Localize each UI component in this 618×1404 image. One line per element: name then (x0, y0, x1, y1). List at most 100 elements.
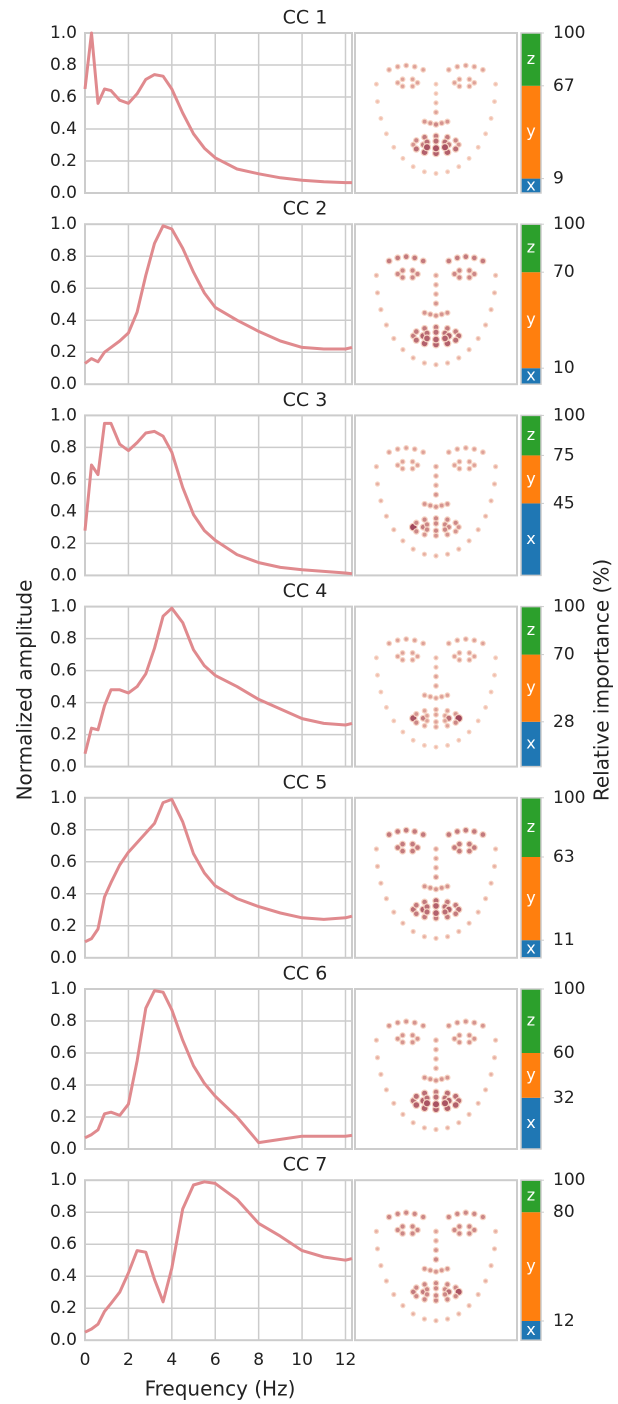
landmark (483, 1278, 489, 1284)
landmark (433, 1065, 439, 1072)
landmark (400, 347, 406, 353)
landmark (456, 650, 463, 656)
landmark (483, 513, 489, 519)
landmark (444, 118, 451, 125)
importance-frame (520, 32, 542, 194)
landmark (399, 83, 406, 90)
landmark (452, 336, 460, 344)
landmark (421, 500, 428, 508)
x-tick-label: 8 (253, 1350, 264, 1370)
y-tick-label: 0.0 (50, 948, 77, 968)
y-tick-label: 0.6 (50, 278, 77, 298)
landmark (432, 909, 441, 918)
segment-label: y (526, 1256, 535, 1275)
landmark (433, 109, 439, 116)
importance-tick-label: 70 (553, 262, 575, 282)
landmark (445, 360, 451, 366)
chart-title: CC 2 (283, 198, 328, 220)
landmark (378, 1071, 384, 1078)
landmark (400, 920, 406, 926)
landmark (452, 145, 460, 153)
landmark (394, 254, 402, 262)
landmark (493, 272, 499, 278)
landmark (412, 519, 420, 527)
landmark (421, 707, 428, 714)
landmark (444, 531, 451, 538)
landmark (445, 1022, 452, 1029)
landmark (444, 1074, 451, 1081)
y-tick-label: 0.6 (50, 469, 77, 489)
landmark (432, 1256, 440, 1263)
landmark (378, 307, 384, 313)
y-tick-label: 0.6 (50, 661, 77, 681)
plot-frame (84, 414, 353, 577)
face-frame (354, 988, 518, 1150)
landmark (456, 1032, 463, 1039)
landmark (402, 1209, 410, 1217)
landmark (438, 1075, 445, 1083)
landmark (433, 846, 439, 852)
landmark (456, 737, 462, 743)
landmark (427, 311, 434, 318)
y-tick-label: 0.0 (50, 757, 77, 777)
landmark (445, 640, 452, 647)
landmark (456, 1120, 462, 1126)
landmark (445, 1213, 453, 1221)
importance-segment (521, 797, 541, 857)
landmark (409, 1230, 416, 1237)
importance-tick-label: 45 (553, 493, 575, 513)
landmark (409, 847, 417, 855)
landmark (402, 253, 410, 261)
face-frame (354, 796, 518, 959)
importance-segment (521, 224, 541, 273)
landmark (438, 502, 445, 509)
landmark (412, 1292, 420, 1300)
landmark (414, 1035, 421, 1042)
landmark (391, 527, 397, 533)
landmark (432, 1292, 440, 1299)
landmark (471, 446, 478, 453)
landmark (483, 705, 489, 710)
landmark (488, 115, 494, 121)
landmark (422, 1098, 432, 1108)
landmark (433, 664, 439, 670)
landmark (402, 826, 410, 834)
landmark (452, 719, 460, 726)
landmark (479, 831, 487, 839)
landmark (400, 1111, 406, 1118)
landmark (433, 935, 439, 941)
plot-frame (84, 988, 353, 1150)
landmark (475, 144, 481, 150)
landmark (445, 449, 452, 456)
segment-label: y (526, 469, 535, 488)
landmark (399, 267, 406, 274)
landmark (409, 274, 416, 281)
landmark (466, 458, 473, 465)
landmark (412, 145, 420, 153)
importance-segment (521, 857, 541, 941)
landmark (423, 908, 431, 916)
importance-segment (521, 1321, 541, 1341)
y-tick-label: 0.0 (50, 565, 77, 585)
segment-label: z (527, 425, 535, 444)
segment-label: x (526, 175, 535, 194)
landmark (466, 155, 472, 161)
y-tick-label: 0.2 (50, 533, 77, 553)
landmark (488, 689, 494, 695)
importance-tick-label: 63 (553, 847, 575, 867)
landmark (385, 1213, 393, 1221)
y-tick-label: 1.0 (50, 23, 77, 43)
landmark (414, 270, 421, 278)
landmark (427, 1075, 434, 1083)
importance-tick-label: 100 (553, 214, 585, 234)
landmark (394, 653, 401, 660)
importance-segment (521, 721, 541, 767)
landmark (374, 1246, 381, 1252)
landmark (453, 254, 461, 262)
landmark (409, 650, 416, 656)
landmark (433, 171, 439, 176)
chart-title: CC 7 (283, 1154, 328, 1176)
landmark (432, 503, 440, 510)
landmark (394, 637, 401, 644)
